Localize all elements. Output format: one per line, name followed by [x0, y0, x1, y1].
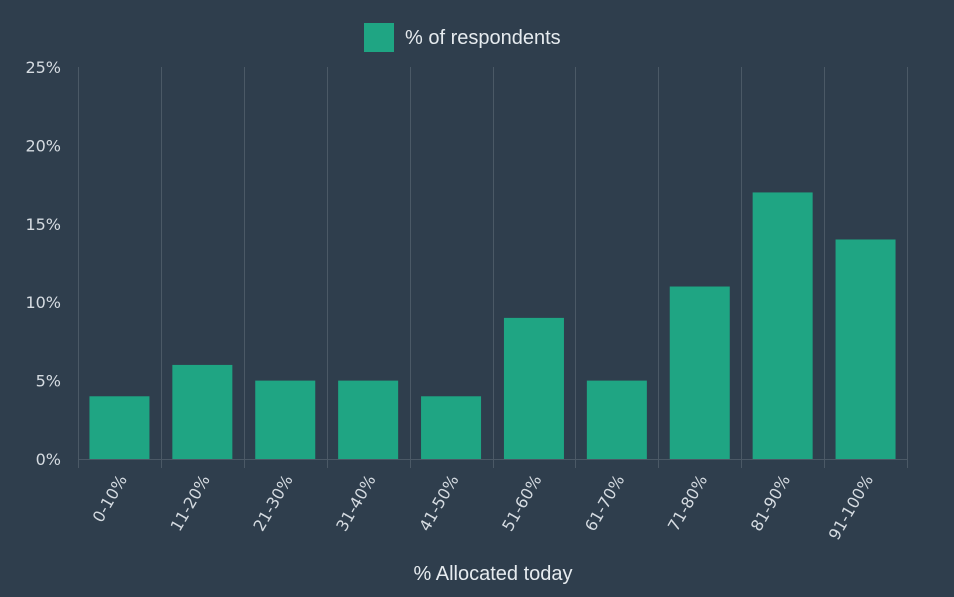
legend[interactable]: % of respondents	[364, 23, 561, 52]
x-tick-label: 91-100%	[825, 472, 877, 544]
x-axis-ticks: 0-10% 11-20% 21-30% 31-40% 41-50% 51-60% 61-70…	[89, 472, 877, 544]
x-tick-label: 81-90%	[747, 472, 794, 535]
legend-swatch[interactable]	[364, 23, 394, 52]
vertical-gridlines	[78, 67, 908, 468]
x-tick-label: 0-10%	[89, 472, 131, 526]
y-axis-ticks: 0% 5% 10% 15% 20% 25%	[25, 58, 61, 469]
bar[interactable]	[421, 396, 482, 459]
y-tick-label: 10%	[25, 293, 61, 312]
bar[interactable]	[835, 239, 896, 459]
x-tick-label: 41-50%	[415, 472, 462, 535]
x-tick-label: 21-30%	[249, 472, 296, 535]
bar[interactable]	[669, 286, 730, 459]
x-tick-label: 71-80%	[664, 472, 711, 535]
x-tick-label: 61-70%	[581, 472, 628, 535]
bar[interactable]	[586, 380, 647, 459]
bar[interactable]	[752, 192, 813, 459]
bars	[89, 192, 896, 459]
legend-label[interactable]: % of respondents	[405, 27, 561, 49]
y-tick-label: 5%	[36, 372, 61, 391]
bar[interactable]	[255, 380, 316, 459]
y-tick-label: 20%	[25, 136, 61, 155]
y-tick-label: 15%	[25, 215, 61, 234]
x-axis-title: % Allocated today	[414, 563, 573, 585]
bar[interactable]	[172, 364, 233, 459]
y-tick-label: 0%	[36, 450, 61, 469]
bar[interactable]	[503, 317, 564, 459]
x-tick-label: 11-20%	[167, 472, 214, 535]
y-tick-label: 25%	[25, 58, 61, 77]
bar[interactable]	[338, 380, 399, 459]
bar[interactable]	[89, 396, 150, 459]
x-tick-label: 51-60%	[498, 472, 545, 535]
x-tick-label: 31-40%	[332, 472, 379, 535]
